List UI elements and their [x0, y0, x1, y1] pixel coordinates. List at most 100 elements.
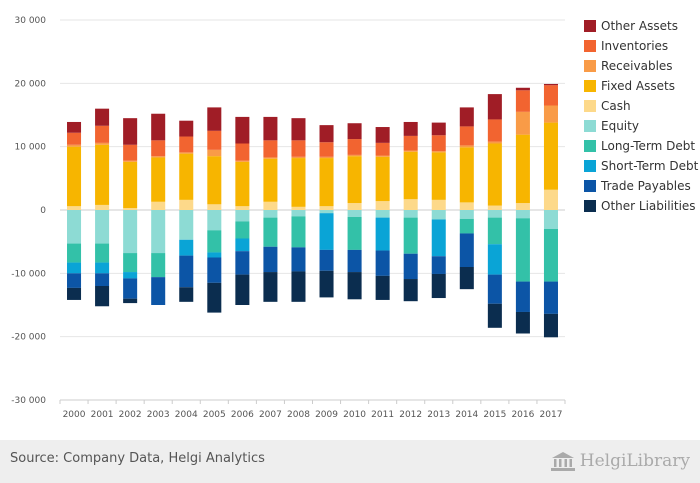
bar-segment [319, 158, 334, 207]
bar-segment [263, 217, 278, 247]
bar-segment [459, 145, 474, 148]
bar-segment [179, 153, 194, 200]
bar-segment [235, 210, 250, 222]
bar-segment [375, 142, 390, 156]
bar-segment [263, 246, 278, 273]
bar-segment [67, 273, 82, 288]
bar-segment [179, 136, 194, 153]
legend-label: Long-Term Debt [601, 139, 695, 153]
bar-segment [207, 130, 222, 150]
bar-segment [179, 120, 194, 137]
bar-segment [487, 143, 502, 206]
bar-segment [263, 158, 278, 202]
bar-segment [95, 142, 110, 145]
y-tick-label: -10 000 [11, 269, 46, 279]
bar-segment [543, 210, 558, 229]
source-text: Source: Company Data, Helgi Analytics [10, 451, 265, 466]
brand-logo: HelgiLibrary [550, 448, 690, 474]
bar-segment [515, 281, 530, 312]
x-tick-label: 2008 [287, 410, 310, 420]
bar-segment [459, 147, 474, 203]
bar-segment [151, 156, 166, 158]
bar-segment [459, 126, 474, 146]
bar-segment [95, 273, 110, 286]
bar-segment [319, 249, 334, 271]
bar-segment [235, 251, 250, 275]
bar-segment [375, 217, 390, 251]
x-tick-label: 2000 [63, 410, 86, 420]
bar-segment [375, 155, 390, 157]
legend-label: Inventories [601, 39, 668, 53]
bar-segment [515, 90, 530, 112]
bar-segment [375, 201, 390, 210]
y-tick-label: 10 000 [15, 143, 47, 153]
legend-swatch [584, 180, 596, 192]
bar-segment [123, 253, 138, 273]
chart-bars [67, 83, 558, 338]
bar-segment [123, 118, 138, 145]
bar-segment [123, 144, 138, 161]
bar-segment [291, 271, 306, 302]
bar-segment [235, 238, 250, 252]
bar-segment [375, 127, 390, 143]
bar-segment [431, 199, 446, 210]
bar-segment [347, 154, 362, 157]
bar-segment [207, 252, 222, 258]
bar-segment [291, 206, 306, 210]
bar-segment [207, 230, 222, 253]
bar-segment [431, 122, 446, 136]
x-tick-label: 2002 [119, 410, 142, 420]
bar-segment [487, 274, 502, 304]
bar-segment [403, 253, 418, 280]
bar-segment [347, 203, 362, 210]
bar-segment [375, 250, 390, 276]
bar-segment [347, 210, 362, 217]
bar-segment [431, 256, 446, 274]
bar-segment [431, 135, 446, 152]
y-axis: -30 000 -20 000 -10 000 0 10 000 20 000 30 000 [11, 16, 46, 406]
bar-segment [403, 199, 418, 210]
bar-segment [263, 201, 278, 210]
bar-segment [179, 239, 194, 256]
bar-segment [151, 210, 166, 254]
bar-segment [515, 111, 530, 135]
bar-segment [515, 87, 530, 91]
legend-label: Other Liabilities [601, 199, 696, 213]
y-tick-label: -20 000 [11, 333, 46, 343]
bar-segment [347, 272, 362, 300]
bar-segment [67, 206, 82, 210]
bar-segment [459, 267, 474, 290]
bar-segment [263, 157, 278, 159]
legend-label: Equity [601, 119, 639, 133]
bar-segment [459, 210, 474, 219]
bar-segment [515, 311, 530, 334]
y-tick-label: 0 [40, 206, 46, 216]
bar-segment [515, 210, 530, 219]
bar-segment [235, 206, 250, 210]
legend-swatch [584, 20, 596, 32]
x-tick-label: 2007 [259, 410, 282, 420]
stacked-bar-chart: -30 000 -20 000 -10 000 0 10 000 20 000 30 000… [11, 16, 698, 420]
footer: Source: Company Data, Helgi Analytics He… [0, 440, 700, 483]
bar-segment [235, 161, 250, 207]
bar-segment [95, 210, 110, 244]
bar-segment [515, 203, 530, 210]
x-tick-label: 2005 [203, 410, 226, 420]
bar-segment [207, 156, 222, 205]
legend-swatch [584, 40, 596, 52]
bar-segment [291, 118, 306, 141]
bar-segment [67, 243, 82, 263]
bar-segment [179, 287, 194, 302]
brand-name: HelgiLibrary [579, 451, 690, 471]
bar-segment [543, 313, 558, 338]
x-tick-label: 2016 [511, 410, 534, 420]
bar-segment [515, 134, 530, 204]
bar-segment [95, 243, 110, 263]
bar-segment [123, 210, 138, 254]
bar-segment [459, 202, 474, 210]
bar-segment [403, 121, 418, 136]
bar-segment [291, 210, 306, 217]
bar-segment [67, 146, 82, 207]
bar-segment [431, 152, 446, 200]
bar-segment [319, 125, 334, 143]
